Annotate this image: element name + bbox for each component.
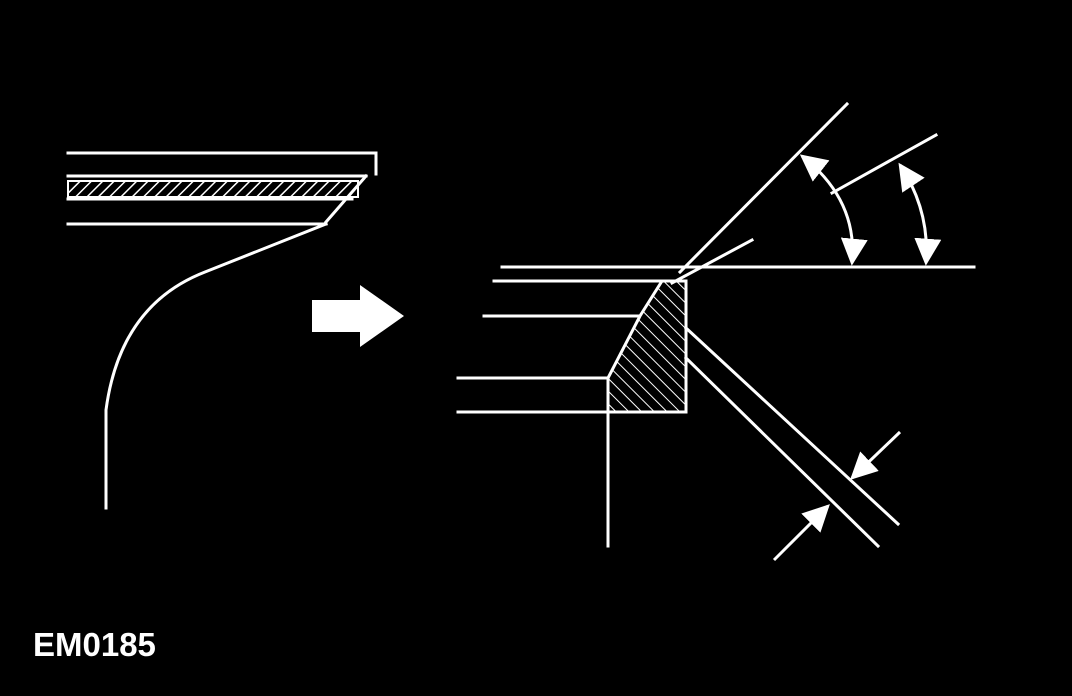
seat-width-line-2: [683, 355, 881, 549]
extension-line-upper: [829, 132, 939, 196]
angle-arc-outer: [799, 154, 868, 266]
angle-arc-inner: [898, 162, 942, 266]
valve-after-figure: [456, 101, 976, 549]
valve-face-hatched-band: [67, 180, 359, 198]
right-arrow-icon: [312, 285, 404, 347]
width-arrow-lower: [772, 504, 830, 562]
valve-before-figure: [66, 151, 378, 510]
angle-line-45: [677, 101, 850, 275]
angle-line-30: [669, 237, 755, 286]
valve-neck-curve: [104, 222, 328, 510]
seat-width-line-1: [683, 325, 901, 527]
width-arrow-upper: [850, 430, 902, 480]
valve-margin-chamfer: [323, 173, 369, 225]
dimension-arrow-icon: [799, 154, 942, 266]
figure-code-label: EM0185: [33, 626, 156, 663]
seat-width-arrows: [772, 430, 902, 562]
seat-hatched-section: [606, 279, 688, 414]
